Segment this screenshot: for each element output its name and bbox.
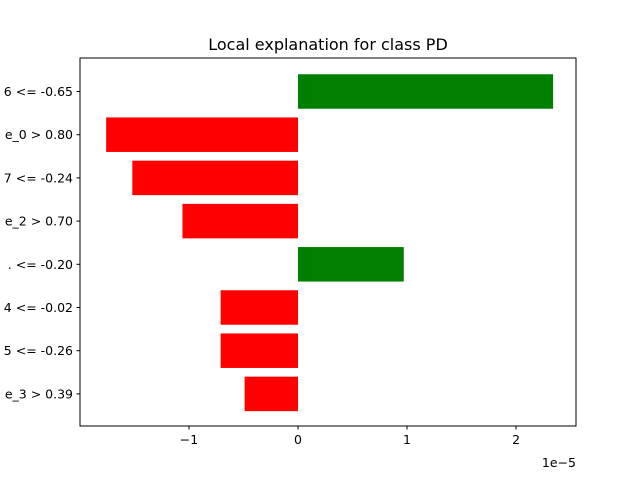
y-tick-label-7: e_3 > 0.39	[5, 386, 73, 401]
bar-0	[298, 74, 554, 109]
y-axis-ticks: 6 <= -0.65 e_0 > 0.80 7 <= -0.24 e_2 > 0.70…	[4, 84, 80, 401]
y-tick-label-2: 7 <= -0.24	[4, 170, 73, 185]
y-tick-label-4: . <= -0.20	[8, 257, 73, 272]
x-tick-label-2: 1	[403, 432, 411, 447]
x-tick-label-3: 2	[512, 432, 520, 447]
bar-7	[244, 376, 299, 412]
bars-group	[106, 74, 554, 412]
y-tick-label-0: 6 <= -0.65	[4, 84, 73, 99]
bar-5	[220, 290, 299, 325]
bar-4	[298, 247, 404, 282]
chart-title: Local explanation for class PD	[208, 35, 448, 54]
y-tick-label-3: e_2 > 0.70	[5, 214, 73, 229]
bar-1	[106, 117, 299, 152]
x-tick-label-0: −1	[180, 432, 198, 447]
y-tick-label-5: 4 <= -0.02	[4, 300, 73, 315]
bar-2	[132, 160, 299, 196]
x-tick-label-1: 0	[294, 432, 302, 447]
bar-3	[182, 203, 299, 239]
x-axis-offset-label: 1e−5	[542, 455, 576, 470]
y-tick-label-6: 5 <= -0.26	[4, 343, 73, 358]
y-tick-label-1: e_0 > 0.80	[5, 127, 73, 142]
x-axis-ticks: −1 0 1 2	[180, 426, 520, 447]
plot-frame	[79, 57, 577, 427]
bar-6	[220, 333, 299, 368]
